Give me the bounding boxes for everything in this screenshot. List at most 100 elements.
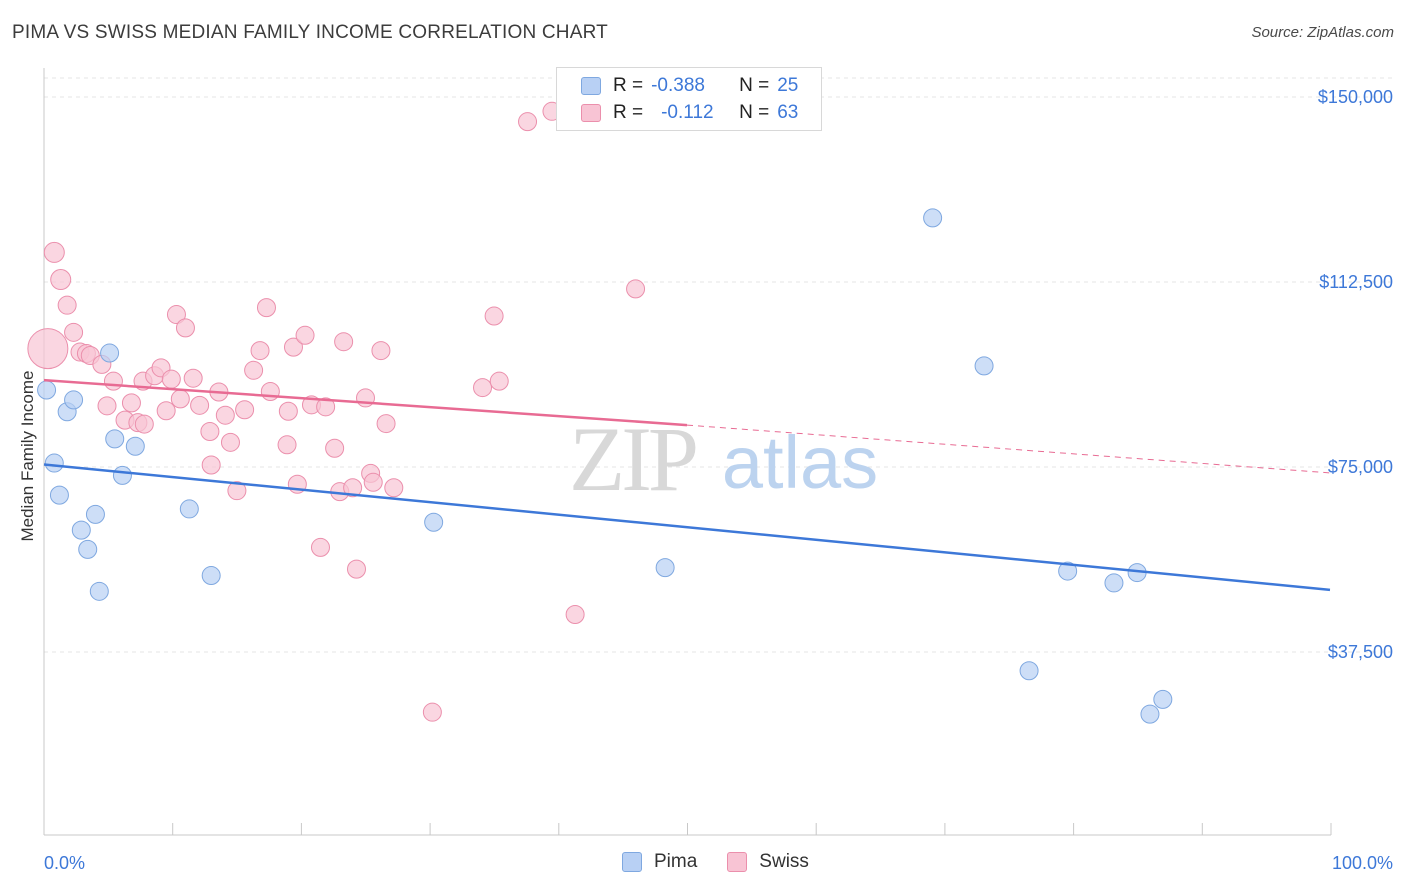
- data-point-pima: [85, 504, 105, 524]
- series-legend-swatch-pima: [622, 852, 642, 872]
- legend-swatch-swiss: [581, 104, 601, 122]
- x-tick-label: 0.0%: [44, 853, 85, 873]
- data-point-swiss: [201, 455, 221, 475]
- data-point-swiss: [371, 341, 391, 361]
- data-point-pima: [1058, 561, 1078, 581]
- data-point-pima: [974, 356, 994, 376]
- axes: [43, 68, 1332, 836]
- data-point-swiss: [325, 438, 345, 458]
- data-point-swiss: [121, 393, 141, 413]
- data-point-pima: [201, 566, 221, 586]
- legend-swatch-pima: [581, 77, 601, 95]
- y-tick-label: $150,000: [1318, 87, 1393, 107]
- data-point-swiss: [518, 112, 538, 132]
- trendline-swiss-extension: [686, 424, 1331, 474]
- trend-lines: [43, 378, 1331, 592]
- y-tick-label: $37,500: [1328, 642, 1393, 662]
- y-tick-labels: $37,500 $75,000 $112,500 $150,000: [1318, 87, 1393, 662]
- series-legend-swatch-swiss: [727, 852, 748, 872]
- data-point-pima: [105, 429, 125, 449]
- data-point-swiss: [316, 397, 336, 417]
- data-point-pima: [89, 581, 109, 601]
- data-point-pima: [64, 390, 84, 410]
- data-point-swiss: [43, 241, 65, 263]
- legend-n-value-swiss: 63: [777, 102, 799, 123]
- legend-r-label: R =: [613, 75, 644, 96]
- data-point-swiss: [220, 432, 240, 452]
- data-point-pima: [424, 512, 444, 532]
- legend-n-label: N =: [739, 102, 770, 123]
- data-point-swiss: [175, 318, 195, 338]
- series-legend-swiss: Swiss: [727, 851, 809, 873]
- data-point-swiss: [260, 382, 280, 402]
- series-legend-label-swiss: Swiss: [759, 851, 809, 872]
- data-point-swiss: [200, 421, 220, 441]
- data-point-swiss: [422, 702, 442, 722]
- series-pima-points: [37, 208, 1173, 724]
- data-point-swiss: [363, 472, 383, 492]
- watermark-atlas: atlas: [722, 421, 878, 504]
- y-tick-label: $75,000: [1328, 457, 1393, 477]
- data-point-swiss: [334, 332, 354, 352]
- data-point-pima: [125, 436, 145, 456]
- trendline-pima: [43, 463, 1331, 592]
- data-point-pima: [44, 453, 64, 473]
- source-label: Source: ZipAtlas.com: [1251, 24, 1394, 41]
- data-point-pima: [37, 380, 57, 400]
- watermark: ZIP atlas: [569, 408, 878, 510]
- data-point-swiss: [64, 322, 84, 342]
- data-point-swiss: [97, 396, 117, 416]
- data-point-swiss: [244, 360, 264, 380]
- data-point-swiss: [103, 371, 123, 391]
- data-point-swiss: [278, 401, 298, 421]
- data-point-swiss: [283, 337, 303, 357]
- legend-n-label: N =: [739, 75, 770, 96]
- chart-title: PIMA VS SWISS MEDIAN FAMILY INCOME CORRE…: [12, 22, 608, 43]
- legend-row-swiss: R = -0.112 N = 63: [581, 100, 798, 126]
- data-point-swiss: [473, 378, 493, 398]
- data-point-swiss: [295, 325, 315, 345]
- series-legend-label-pima: Pima: [654, 851, 698, 872]
- data-point-swiss: [489, 371, 509, 391]
- data-point-swiss: [166, 305, 186, 325]
- data-point-swiss: [156, 401, 176, 421]
- legend-row-pima: R = -0.388 N = 25: [581, 73, 798, 99]
- data-point-pima: [71, 520, 91, 540]
- data-point-swiss: [183, 368, 203, 388]
- data-point-pima: [1019, 661, 1039, 681]
- data-point-swiss: [626, 279, 646, 299]
- data-point-pima: [655, 558, 675, 578]
- legend-r-value-swiss: -0.112: [661, 102, 714, 123]
- y-tick-label: $112,500: [1319, 272, 1393, 292]
- x-tick-label: 100.0%: [1332, 853, 1393, 873]
- data-point-pima: [49, 485, 69, 505]
- correlation-legend: R = -0.388 N = 25 R = -0.112 N = 63: [556, 67, 822, 131]
- legend-n-value-pima: 25: [777, 75, 799, 96]
- data-point-swiss: [376, 414, 396, 434]
- data-point-pima: [179, 499, 199, 519]
- data-point-swiss: [250, 341, 270, 361]
- x-tick-labels: 0.0% 100.0%: [44, 853, 1393, 873]
- data-point-pima: [1153, 689, 1173, 709]
- data-point-swiss: [161, 369, 181, 389]
- data-point-pima: [1140, 704, 1160, 724]
- data-point-swiss: [190, 395, 210, 415]
- data-point-pima: [923, 208, 943, 228]
- data-point-swiss: [277, 435, 297, 455]
- data-point-swiss: [134, 414, 154, 434]
- data-point-pima: [78, 539, 98, 559]
- data-point-swiss: [170, 389, 190, 409]
- data-point-swiss: [227, 481, 247, 501]
- data-point-swiss: [384, 478, 404, 498]
- data-point-swiss: [27, 328, 69, 370]
- series-legend: Pima Swiss: [622, 851, 839, 873]
- data-point-pima: [112, 465, 132, 485]
- data-point-swiss: [484, 306, 504, 326]
- data-point-swiss: [565, 605, 585, 625]
- data-point-swiss: [215, 405, 235, 425]
- data-point-swiss: [256, 298, 276, 318]
- legend-r-value-pima: -0.388: [651, 75, 705, 96]
- data-point-swiss: [57, 295, 77, 315]
- series-swiss-points: [27, 101, 646, 722]
